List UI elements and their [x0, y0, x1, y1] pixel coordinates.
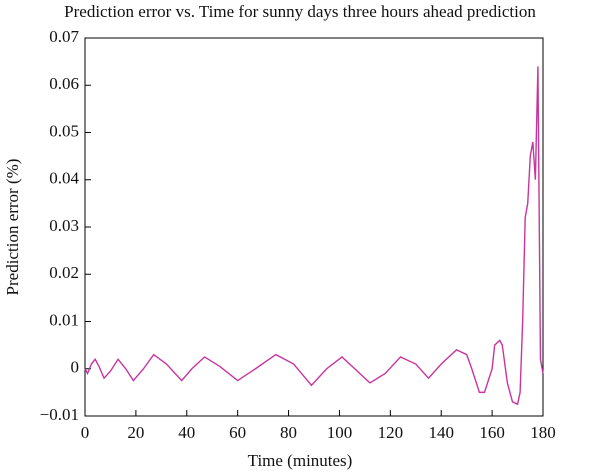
x-tick-label: 60 — [229, 423, 246, 442]
y-tick-label: 0.06 — [49, 74, 79, 93]
x-tick-label: 20 — [127, 423, 144, 442]
x-tick-label: 100 — [327, 423, 353, 442]
y-tick-label: 0 — [71, 358, 80, 377]
x-axis-label: Time (minutes) — [248, 451, 353, 470]
x-tick-label: 140 — [428, 423, 454, 442]
y-tick-label: 0.03 — [49, 216, 79, 235]
x-tick-label: 0 — [81, 423, 90, 442]
y-tick-label: 0.07 — [49, 27, 79, 46]
plot-frame — [84, 37, 544, 417]
chart-title: Prediction error vs. Time for sunny days… — [64, 2, 536, 21]
x-tick-label: 180 — [530, 423, 556, 442]
x-tick-label: 120 — [378, 423, 404, 442]
x-tick-label: 40 — [178, 423, 195, 442]
y-tick-label: 0.02 — [49, 263, 79, 282]
y-tick-label: 0.05 — [49, 121, 79, 140]
y-tick-label: −0.01 — [40, 405, 79, 424]
x-tick-label: 80 — [280, 423, 297, 442]
y-axis-label: Prediction error (%) — [3, 159, 22, 296]
x-tick-label: 160 — [479, 423, 505, 442]
data-line — [84, 66, 544, 406]
y-tick-label: 0.04 — [49, 169, 79, 188]
y-tick-label: 0.01 — [49, 310, 79, 329]
